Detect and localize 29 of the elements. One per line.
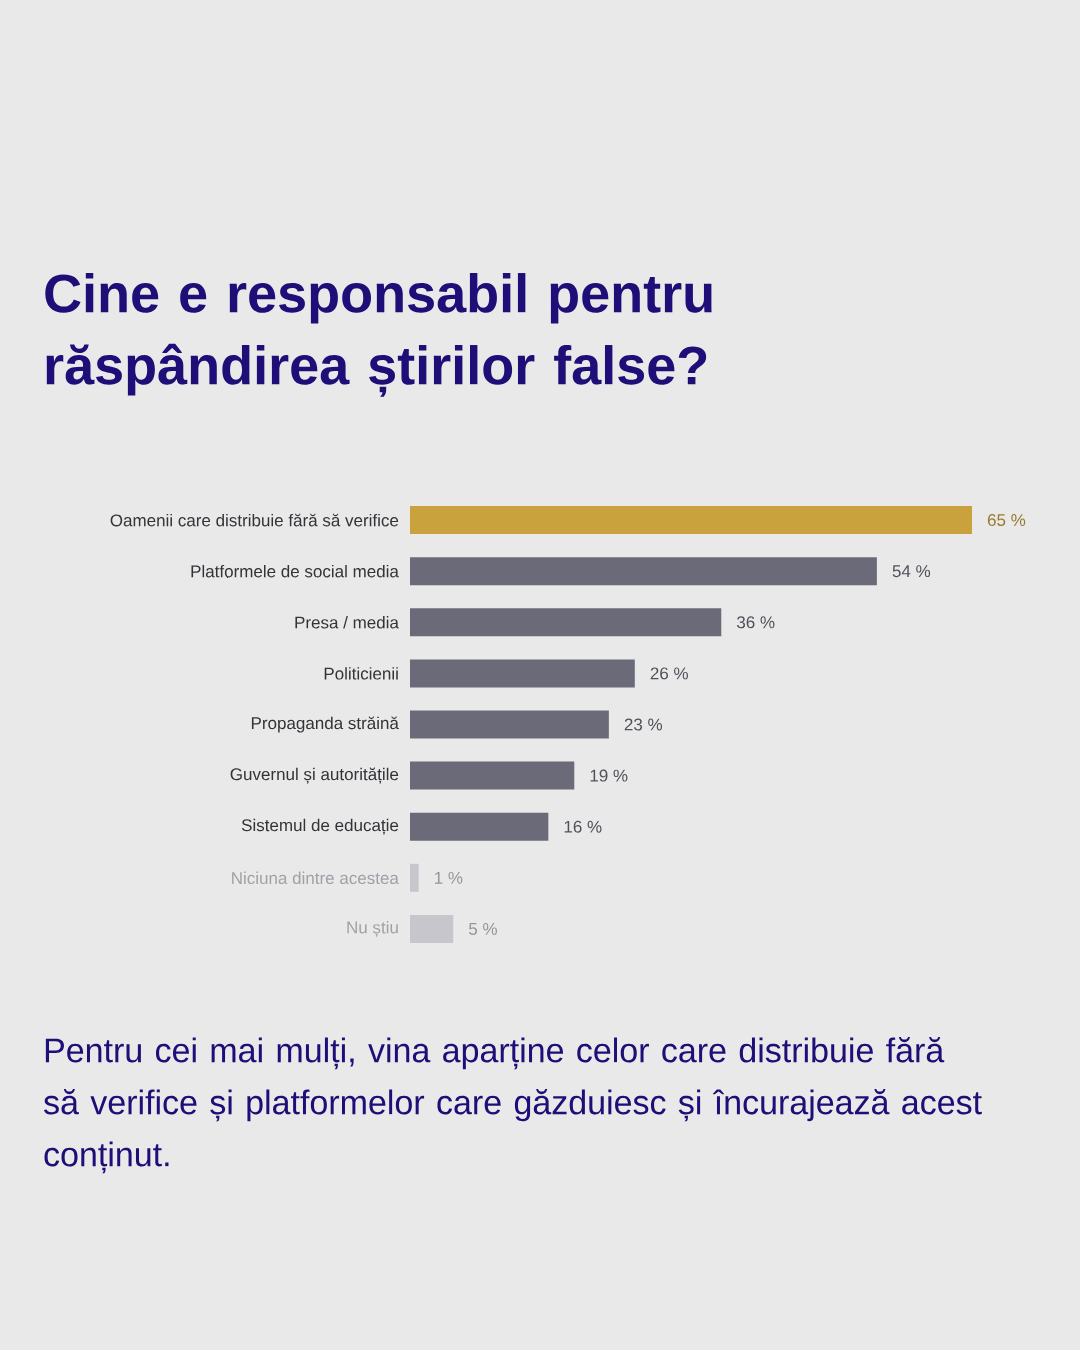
bar <box>410 761 575 790</box>
bar <box>410 812 549 841</box>
y-tick-label: Presa / media <box>295 616 399 629</box>
data-label: 5 % <box>468 922 497 935</box>
y-tick-label: Niciuna dintre acestea <box>232 871 399 885</box>
data-label: 54 % <box>892 565 931 578</box>
data-label: 19 % <box>590 769 628 782</box>
data-label: 16 % <box>564 820 602 833</box>
y-tick-label: Propaganda străină <box>251 716 399 733</box>
data-label: 65 % <box>987 514 1026 527</box>
data-label: 26 % <box>650 667 688 680</box>
data-label: 23 % <box>624 718 663 731</box>
data-label: 1 % <box>435 871 463 884</box>
bar <box>410 914 454 943</box>
bar <box>410 608 722 637</box>
y-tick-label: Oamenii care distribuie fără să verifice <box>110 513 399 527</box>
y-tick-label: Nu știu <box>347 920 398 937</box>
bar <box>410 557 877 586</box>
y-tick-label: Platformele de social media <box>191 564 399 578</box>
data-label: 36 % <box>736 616 775 629</box>
bar <box>410 710 609 739</box>
y-tick-label: Guvernul și autoritățile <box>230 767 399 784</box>
chart-title: Cine e responsabil pentru răspândirea știrilor false? <box>45 273 712 397</box>
bar <box>410 659 635 688</box>
bar <box>410 863 419 892</box>
text: Pentru cei mai mulți, vina aparține celor care distribuie fără să verifice și platformelor care găzduiesc și încurajează acest conținut. <box>44 1037 982 1174</box>
y-tick-label: Politicienii <box>324 667 398 680</box>
bar <box>410 506 972 535</box>
y-tick-label: Sistemul de educație <box>241 818 399 835</box>
